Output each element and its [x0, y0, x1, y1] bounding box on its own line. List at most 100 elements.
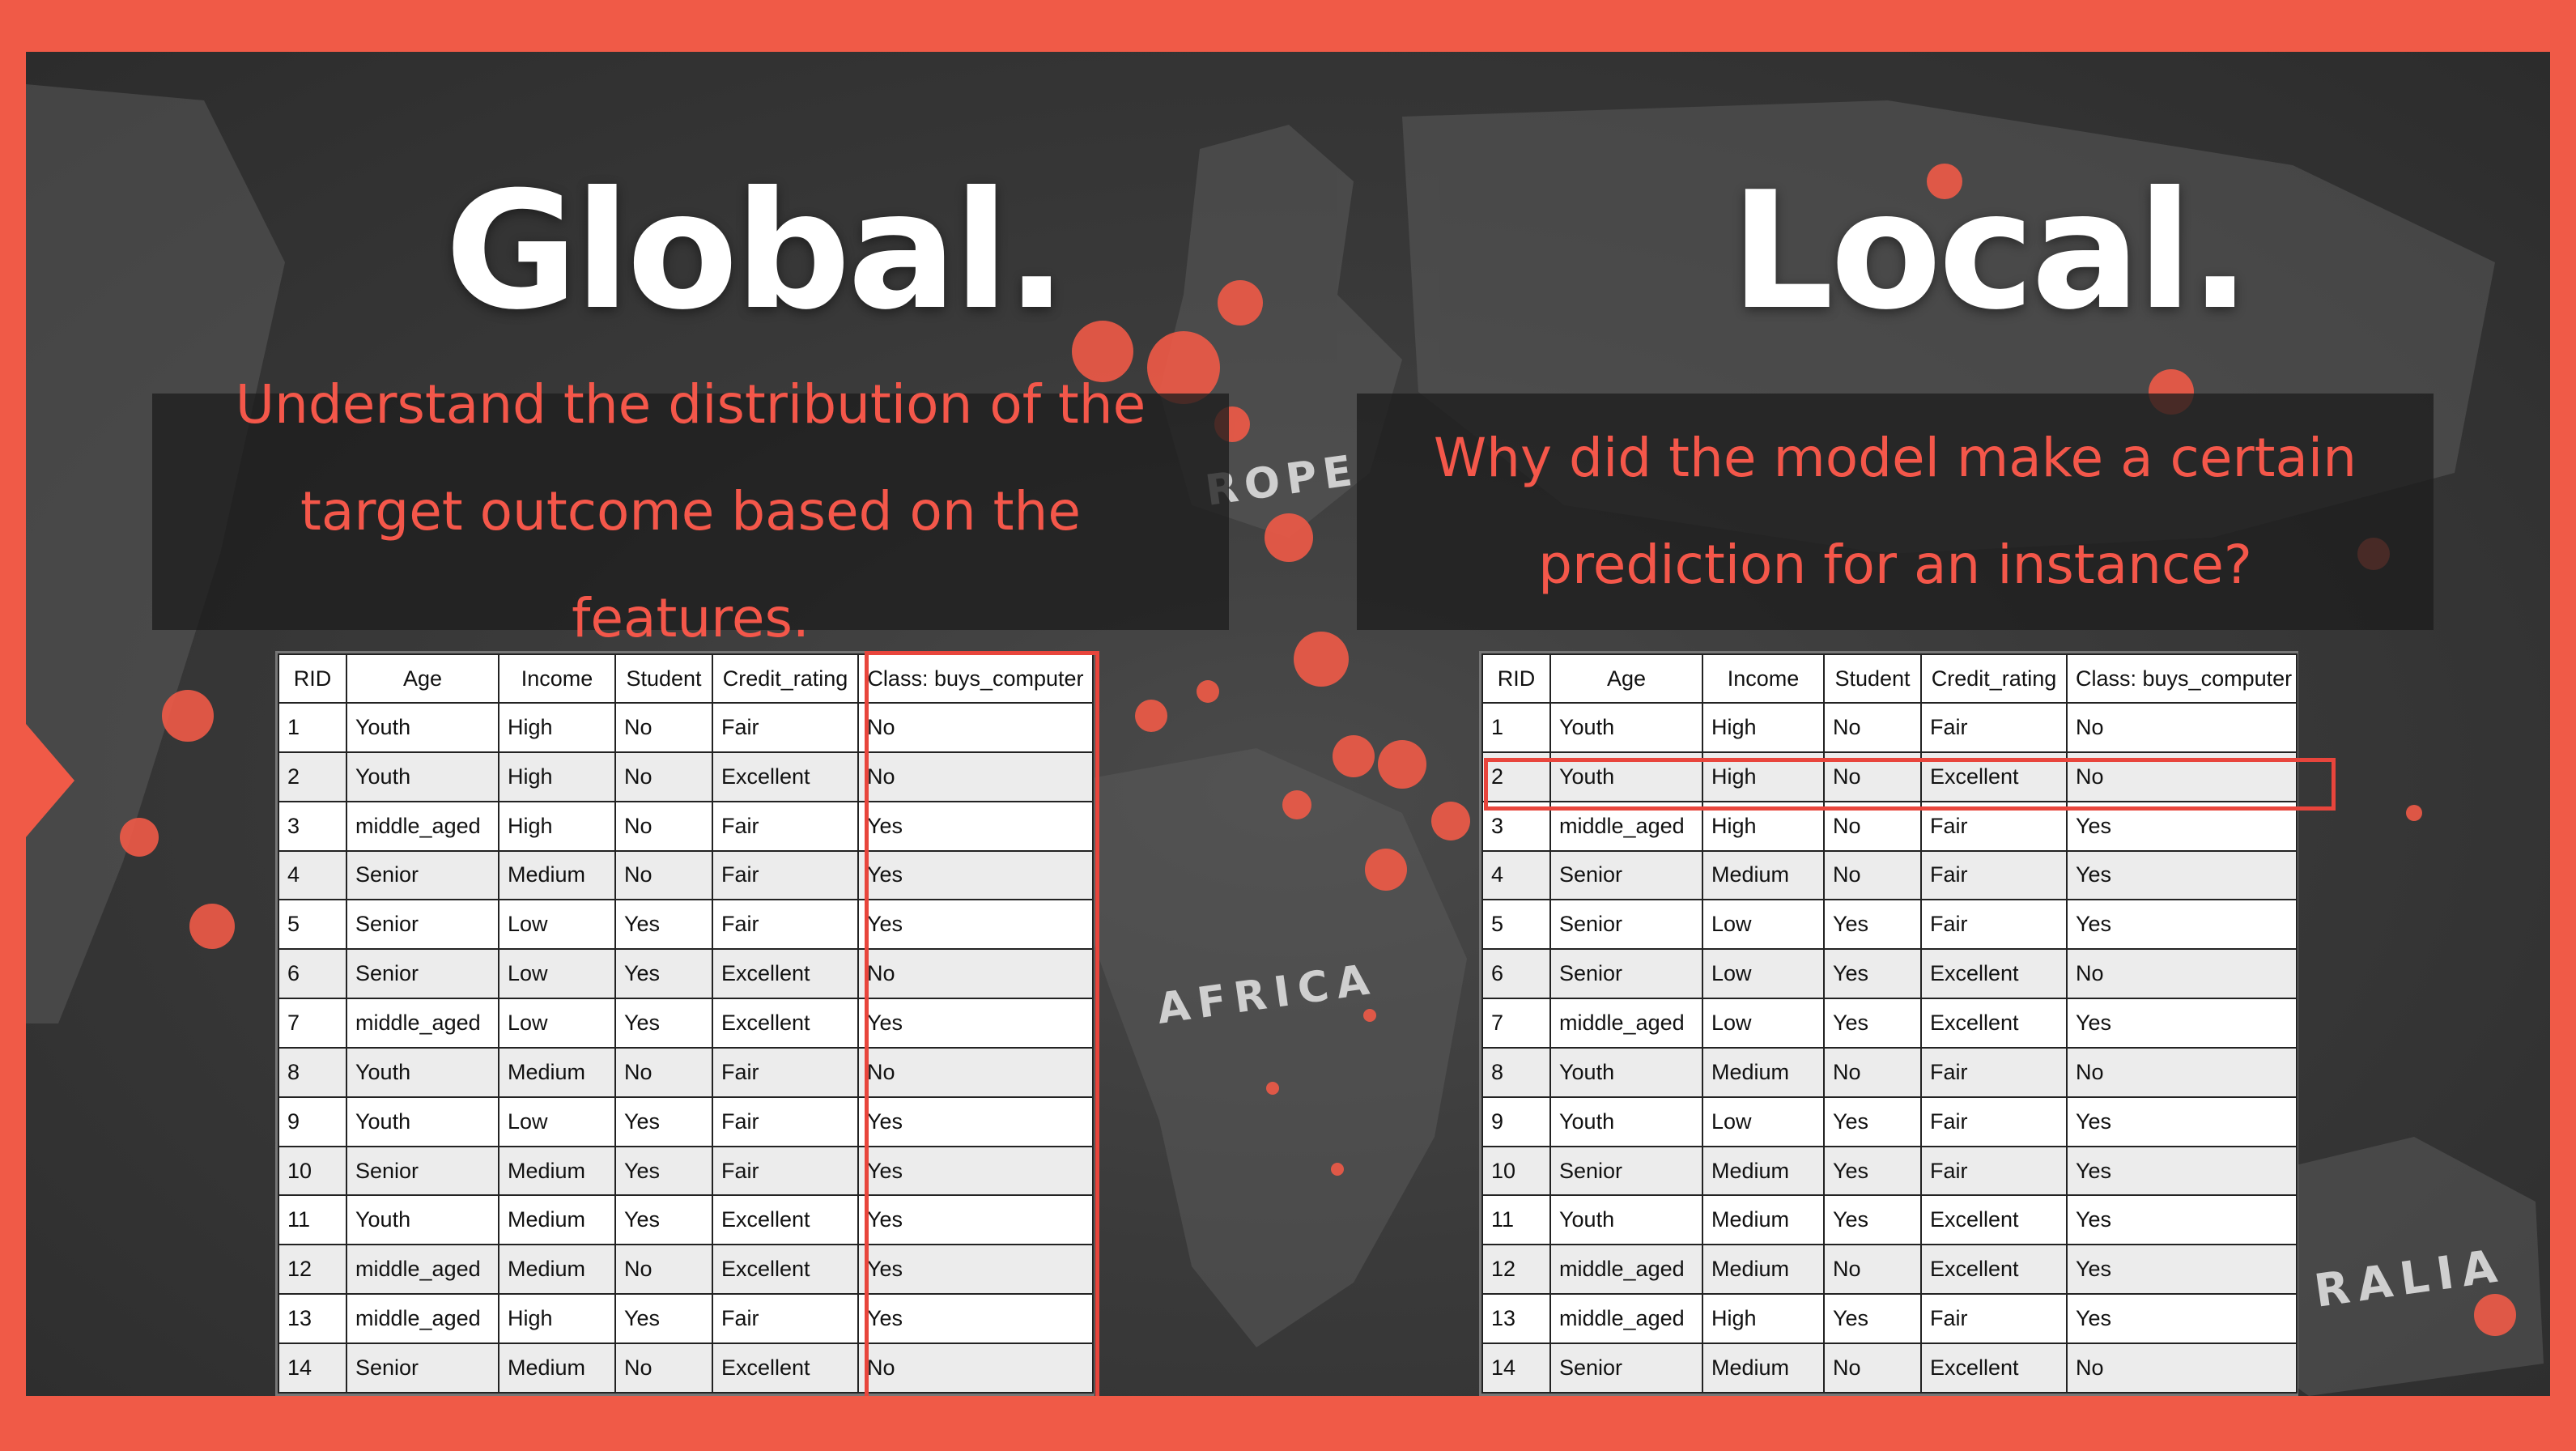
table-cell: No	[1823, 1244, 1922, 1296]
table-cell: Excellent	[1920, 1244, 2068, 1296]
table-cell: Youth	[346, 702, 499, 753]
table-cell: Yes	[2066, 800, 2298, 852]
table-row: 10 Senior Medium Yes Fair Yes	[1481, 1145, 2298, 1197]
table-cell: Yes	[2066, 1145, 2298, 1197]
table-cell: No	[2066, 1342, 2298, 1394]
table-cell: Medium	[1702, 849, 1825, 901]
table-cell: No	[614, 702, 713, 753]
table-cell: High	[1702, 751, 1825, 802]
table-cell: 8	[278, 1046, 347, 1098]
table-cell: 1	[1481, 702, 1551, 753]
table-cell: Youth	[346, 751, 499, 802]
table-cell: Yes	[614, 1194, 713, 1246]
table-cell: No	[2066, 1046, 2298, 1098]
table-cell: Medium	[498, 849, 616, 901]
table-cell: Yes	[2066, 849, 2298, 901]
table-row: 14 Senior Medium No Excellent No	[278, 1342, 1094, 1394]
table-cell: Low	[1702, 899, 1825, 951]
table-cell: Fair	[712, 702, 859, 753]
local-title: Local.	[1730, 157, 2251, 346]
global-title: Global.	[444, 157, 1068, 346]
table-cell: Yes	[614, 899, 713, 951]
table-cell: 7	[1481, 998, 1551, 1049]
table-row: 13 middle_aged High Yes Fair Yes	[1481, 1293, 2298, 1344]
table-cell: Low	[498, 948, 616, 1000]
table-cell: No	[2066, 702, 2298, 753]
table-cell: Senior	[346, 948, 499, 1000]
table-cell: Yes	[2066, 1244, 2298, 1296]
table-cell: 13	[1481, 1293, 1551, 1344]
table-row: 3 middle_aged High No Fair Yes	[278, 800, 1094, 852]
table-row: 6 Senior Low Yes Excellent No	[1481, 948, 2298, 1000]
table-cell: 12	[1481, 1244, 1551, 1296]
slide: ROPE AFRICA RALIA Global. Local. Underst…	[26, 52, 2550, 1396]
table-cell: High	[1702, 1293, 1825, 1344]
table-cell: Yes	[2066, 998, 2298, 1049]
table-cell: middle_aged	[1549, 998, 1703, 1049]
table-cell: No	[1823, 702, 1922, 753]
table-cell: Fair	[1920, 702, 2068, 753]
table-cell: No	[857, 1046, 1094, 1098]
table-cell: Yes	[857, 1096, 1094, 1147]
table-row: 14 Senior Medium No Excellent No	[1481, 1342, 2298, 1394]
table-cell: Fair	[1920, 899, 2068, 951]
global-data-table: RID Age Income Student Credit_rating Class: b…	[275, 651, 1095, 1396]
table-row: 8 Youth Medium No Fair No	[278, 1046, 1094, 1098]
table-cell: 6	[278, 948, 347, 1000]
table-cell: middle_aged	[346, 800, 499, 852]
table-cell: 12	[278, 1244, 347, 1296]
table-cell: Yes	[1823, 1194, 1922, 1246]
table-cell: Excellent	[1920, 1194, 2068, 1246]
column-header: Student	[1823, 653, 1922, 704]
table-cell: Yes	[1823, 1293, 1922, 1344]
table-row: 9 Youth Low Yes Fair Yes	[1481, 1096, 2298, 1147]
table-row: 13 middle_aged High Yes Fair Yes	[278, 1293, 1094, 1344]
table-header-row: RID Age Income Student Credit_rating Class: b…	[278, 653, 1094, 704]
table-cell: Fair	[712, 1096, 859, 1147]
table-cell: Excellent	[712, 1194, 859, 1246]
table-cell: Low	[498, 998, 616, 1049]
table-cell: 7	[278, 998, 347, 1049]
table-cell: Low	[1702, 998, 1825, 1049]
table-cell: Excellent	[712, 1244, 859, 1296]
table-cell: High	[498, 1293, 616, 1344]
table-cell: Yes	[1823, 998, 1922, 1049]
table-cell: middle_aged	[1549, 1293, 1703, 1344]
table-cell: Low	[1702, 1096, 1825, 1147]
table-row: 1 Youth High No Fair No	[278, 702, 1094, 753]
table-cell: No	[1823, 1046, 1922, 1098]
table-cell: Yes	[2066, 1096, 2298, 1147]
table-cell: No	[1823, 1342, 1922, 1394]
table-cell: Yes	[857, 998, 1094, 1049]
table-cell: Excellent	[712, 751, 859, 802]
table-cell: 11	[278, 1194, 347, 1246]
table-row: 5 Senior Low Yes Fair Yes	[278, 899, 1094, 951]
table-cell: middle_aged	[346, 998, 499, 1049]
table-cell: Yes	[614, 1096, 713, 1147]
table-cell: No	[614, 849, 713, 901]
table-cell: High	[1702, 702, 1825, 753]
table-cell: Medium	[1702, 1342, 1825, 1394]
table-cell: Yes	[857, 899, 1094, 951]
table-row: 4 Senior Medium No Fair Yes	[1481, 849, 2298, 901]
table-cell: 10	[1481, 1145, 1551, 1197]
table-cell: 4	[278, 849, 347, 901]
table-cell: Medium	[1702, 1046, 1825, 1098]
table-cell: Youth	[1549, 751, 1703, 802]
table-cell: No	[614, 800, 713, 852]
table-cell: middle_aged	[346, 1293, 499, 1344]
table-cell: Fair	[1920, 800, 2068, 852]
table-header-row: RID Age Income Student Credit_rating Class: b…	[1481, 653, 2298, 704]
table-cell: Yes	[614, 998, 713, 1049]
table-cell: 13	[278, 1293, 347, 1344]
table-cell: Medium	[1702, 1194, 1825, 1246]
table-cell: 11	[1481, 1194, 1551, 1246]
table-cell: Senior	[346, 849, 499, 901]
table-cell: Senior	[1549, 1342, 1703, 1394]
table-cell: No	[857, 1342, 1094, 1394]
table-cell: Medium	[498, 1342, 616, 1394]
table-cell: Yes	[857, 849, 1094, 901]
table-cell: Excellent	[712, 948, 859, 1000]
column-header: Class: buys_computer	[857, 653, 1094, 704]
